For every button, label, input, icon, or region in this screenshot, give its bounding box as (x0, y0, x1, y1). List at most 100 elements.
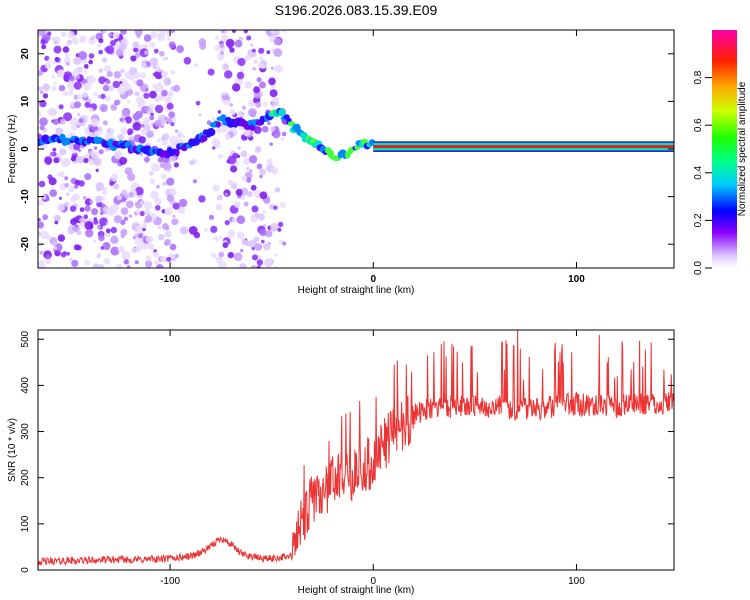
spectrogram-speckle (97, 94, 102, 99)
spectrogram-speckle (144, 260, 153, 268)
spectrogram-speckle (258, 47, 265, 54)
snr-x-tick-label: 0 (370, 576, 376, 587)
spectrogram-speckle (173, 162, 179, 168)
spectrogram-speckle (53, 45, 62, 54)
spectrogram-speckle (277, 227, 282, 232)
spectrogram-speckle (127, 265, 131, 268)
spectrogram-speckle (225, 38, 235, 48)
spectrogram-speckle (213, 236, 218, 241)
spectrogram-speckle (83, 70, 87, 74)
spectrogram-speckle (144, 201, 152, 210)
snr-y-tick-label: 100 (20, 515, 31, 532)
spectrogram-speckle (164, 230, 172, 238)
spectrogram-speckle (84, 259, 91, 266)
spectrogram-speckle (64, 53, 70, 58)
spectrogram-speckle (237, 57, 246, 67)
spectrogram-speckle (123, 83, 132, 91)
spectrogram-speckle (155, 205, 161, 211)
spectrogram-speckle (254, 146, 262, 153)
spectrogram-speckle (141, 129, 147, 136)
spectrogram-speckle (222, 242, 229, 249)
spectrogram-speckle (167, 91, 174, 97)
spectrogram-speckle (153, 48, 159, 54)
spectrogram-speckle (120, 68, 125, 74)
spectrogram-x-tick-label: 100 (568, 274, 585, 285)
spectrogram-speckle (38, 70, 44, 76)
spectrogram-speckle (144, 105, 150, 111)
spectrogram-speckle (282, 241, 287, 246)
spectrogram-speckle (239, 114, 243, 117)
spectrogram-speckle (53, 246, 58, 250)
spectrogram-speckle (267, 121, 271, 126)
spectrogram-speckle (156, 138, 162, 143)
spectrogram-speckle (102, 190, 107, 196)
spectrogram-speckle (57, 152, 62, 158)
spectrogram-speckle (165, 226, 170, 231)
spectrogram-speckle (164, 96, 172, 105)
spectrogram-speckle (83, 64, 89, 69)
spectrogram-speckle (70, 117, 79, 126)
spectrogram-speckle (224, 192, 228, 196)
spectrogram-ridge-blob (206, 128, 216, 137)
spectrogram-speckle (73, 57, 82, 65)
spectrogram-speckle (112, 80, 121, 89)
spectrogram-ridge-blob (354, 145, 361, 150)
spectrogram-speckle (93, 157, 102, 166)
spectrogram-speckle (69, 75, 75, 82)
spectrogram-speckle (251, 247, 255, 251)
spectrogram-speckle (51, 36, 58, 42)
spectrogram-speckle (38, 221, 44, 229)
spectrogram-speckle (220, 125, 228, 133)
spectrogram-speckle (109, 181, 114, 187)
spectrogram-speckle (76, 112, 81, 117)
spectrogram-speckle (280, 137, 285, 142)
spectrogram-speckle (68, 186, 75, 193)
spectrogram-speckle (40, 230, 49, 240)
spectrogram-speckle (270, 30, 275, 34)
spectrogram-speckle (253, 59, 259, 65)
spectrogram-speckle (259, 81, 266, 89)
spectrogram-speckle (262, 101, 268, 107)
spectrogram-speckle (127, 130, 132, 136)
spectrogram-speckle (38, 86, 43, 92)
spectrogram-speckle (252, 254, 258, 261)
spectrogram-speckle (251, 265, 257, 268)
spectrogram-speckle (178, 198, 188, 208)
spectrogram-speckle (227, 179, 235, 186)
spectrogram-speckle (159, 51, 165, 57)
spectrogram-y-tick-label: -20 (20, 237, 31, 252)
spectrogram-speckle (40, 39, 46, 45)
spectrogram-speckle (74, 101, 82, 109)
spectrogram-speckle (216, 194, 223, 201)
spectrogram-speckle (204, 228, 208, 233)
spectrogram-speckle (215, 127, 222, 134)
spectrogram-speckle (236, 231, 245, 239)
spectrogram-speckle (84, 101, 91, 108)
snr-y-tick-label: 500 (20, 330, 31, 347)
spectrogram-speckle (192, 179, 198, 184)
spectrogram-speckle (97, 43, 102, 48)
spectrogram-speckle (170, 70, 175, 75)
spectrogram-speckle (171, 218, 179, 226)
spectrogram-speckle (178, 207, 185, 215)
spectrogram-speckle (246, 35, 252, 41)
spectrogram-speckle (52, 118, 59, 125)
spectrogram-speckle (274, 187, 281, 193)
spectrogram-speckle (52, 147, 57, 152)
spectrogram-speckle (230, 165, 238, 173)
spectrogram-speckle (222, 91, 227, 96)
spectrogram-speckle (143, 124, 151, 131)
spectrogram-speckle (38, 259, 45, 267)
spectrogram-speckle (240, 150, 248, 158)
spectrogram-speckle (254, 243, 263, 251)
spectrogram-speckle (58, 84, 66, 92)
snr-x-tick-label: -100 (160, 576, 180, 587)
spectrogram-speckle (133, 47, 139, 53)
spectrogram-speckle (54, 220, 59, 225)
spectrogram-speckle (266, 50, 271, 55)
spectrogram-speckle (59, 148, 67, 156)
spectrogram-speckle (44, 157, 52, 165)
spectrogram-speckle (176, 45, 185, 53)
spectrogram-speckle (253, 236, 260, 242)
